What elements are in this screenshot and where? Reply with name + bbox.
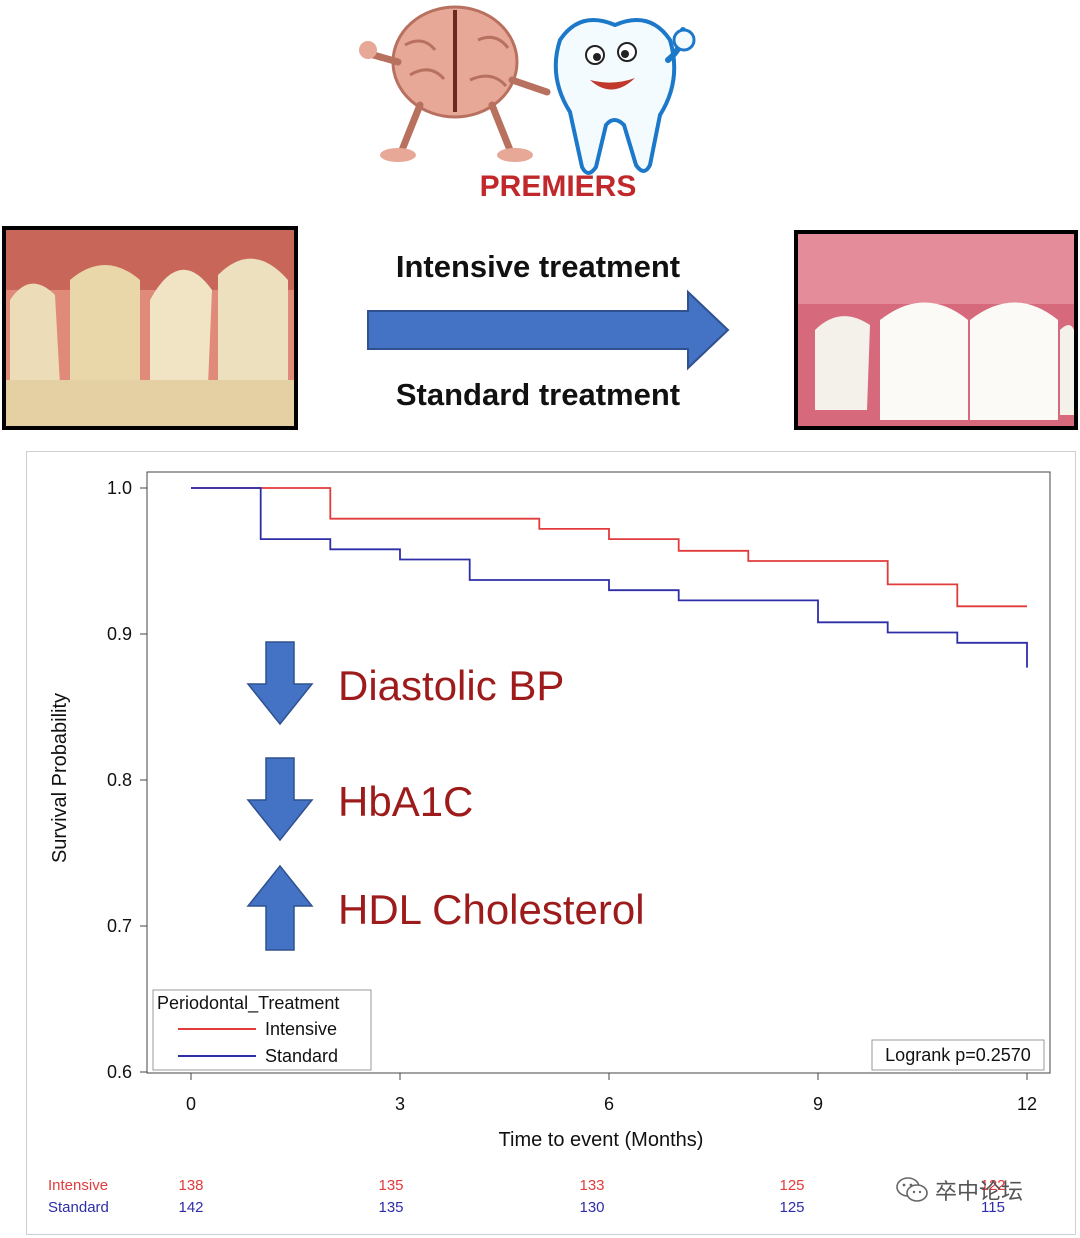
chart-frame [26, 451, 1076, 1235]
risk-value: 138 [178, 1177, 203, 1194]
risk-value: 135 [378, 1177, 403, 1194]
risk-value: 125 [779, 1177, 804, 1194]
risk-value: 115 [981, 1199, 1005, 1216]
y-tick-label: 0.7 [107, 916, 132, 936]
brain-mascot-icon [359, 5, 551, 162]
risk-row-label: Intensive [48, 1177, 108, 1194]
legend: Periodontal_Treatment Intensive Standard [152, 989, 372, 1071]
y-tick-label: 1.0 [107, 478, 132, 498]
illustration-banner: PREMIERS Intensive treatment Standard tr… [2, 5, 1078, 430]
x-tick-label: 0 [186, 1094, 196, 1114]
down-arrow-icon [246, 641, 314, 726]
y-axis-title: Survival Probability [49, 693, 71, 863]
risk-value: 130 [579, 1199, 604, 1216]
logrank-box [871, 1039, 1045, 1071]
y-tick-label: 0.6 [107, 1062, 132, 1082]
series-line-standard [191, 487, 1028, 668]
up-arrow-icon [246, 864, 314, 951]
x-tick-label: 3 [395, 1094, 405, 1114]
risk-value: 133 [579, 1177, 604, 1194]
x-axis-title: Time to event (Months) [499, 1129, 704, 1151]
watermark-text: 卒中论坛 [935, 1180, 1024, 1205]
overlay-label: Diastolic BP [338, 662, 564, 709]
right-arrow-icon [367, 289, 730, 371]
down-arrow-icon [246, 757, 314, 842]
overlay-label: HbA1C [338, 778, 473, 825]
risk-table: Intensive 138 135 133 125 122 Standard 142 135 13… [48, 1177, 1006, 1216]
y-tick-label: 0.9 [107, 624, 132, 644]
overlay-label: HDL Cholesterol [338, 886, 645, 933]
series-layer [191, 487, 1028, 668]
risk-value: 125 [779, 1199, 804, 1216]
y-tick-label: 0.8 [107, 770, 132, 790]
premiers-logo-text: PREMIERS [480, 170, 637, 203]
legend-title: Periodontal_Treatment [157, 993, 339, 1014]
x-axis: 0 3 6 9 12 [186, 1073, 1037, 1114]
y-axis: 0.6 0.7 0.8 0.9 1.0 [107, 478, 147, 1082]
arrow-top-label: Intensive treatment [396, 249, 680, 284]
logrank-annotation: Logrank p=0.2570 [885, 1045, 1031, 1065]
overlay-layer: Diastolic BP HbA1C HDL Cholesterol [246, 641, 645, 951]
plot-area [146, 471, 1051, 1074]
legend-label-standard: Standard [265, 1046, 338, 1066]
series-line-intensive [191, 487, 1027, 608]
tooth-mascot-icon [553, 18, 696, 175]
legend-label-intensive: Intensive [265, 1019, 337, 1039]
x-tick-label: 12 [1017, 1094, 1037, 1114]
photo-after-treatment [794, 230, 1078, 430]
risk-row-label: Standard [48, 1199, 109, 1216]
arrow-bottom-label: Standard treatment [396, 377, 680, 412]
risk-value: 142 [178, 1199, 203, 1216]
risk-value: 135 [378, 1199, 403, 1216]
survival-chart: 0.6 0.7 0.8 0.9 1.0 0 3 6 9 12 Survival Probabil… [48, 471, 1051, 1216]
risk-value: 122 [980, 1177, 1005, 1194]
watermark: 卒中论坛 [895, 1170, 1055, 1210]
x-tick-label: 9 [813, 1094, 823, 1114]
x-tick-label: 6 [604, 1094, 614, 1114]
wechat-icon [896, 1177, 928, 1202]
photo-before-treatment [2, 226, 298, 430]
